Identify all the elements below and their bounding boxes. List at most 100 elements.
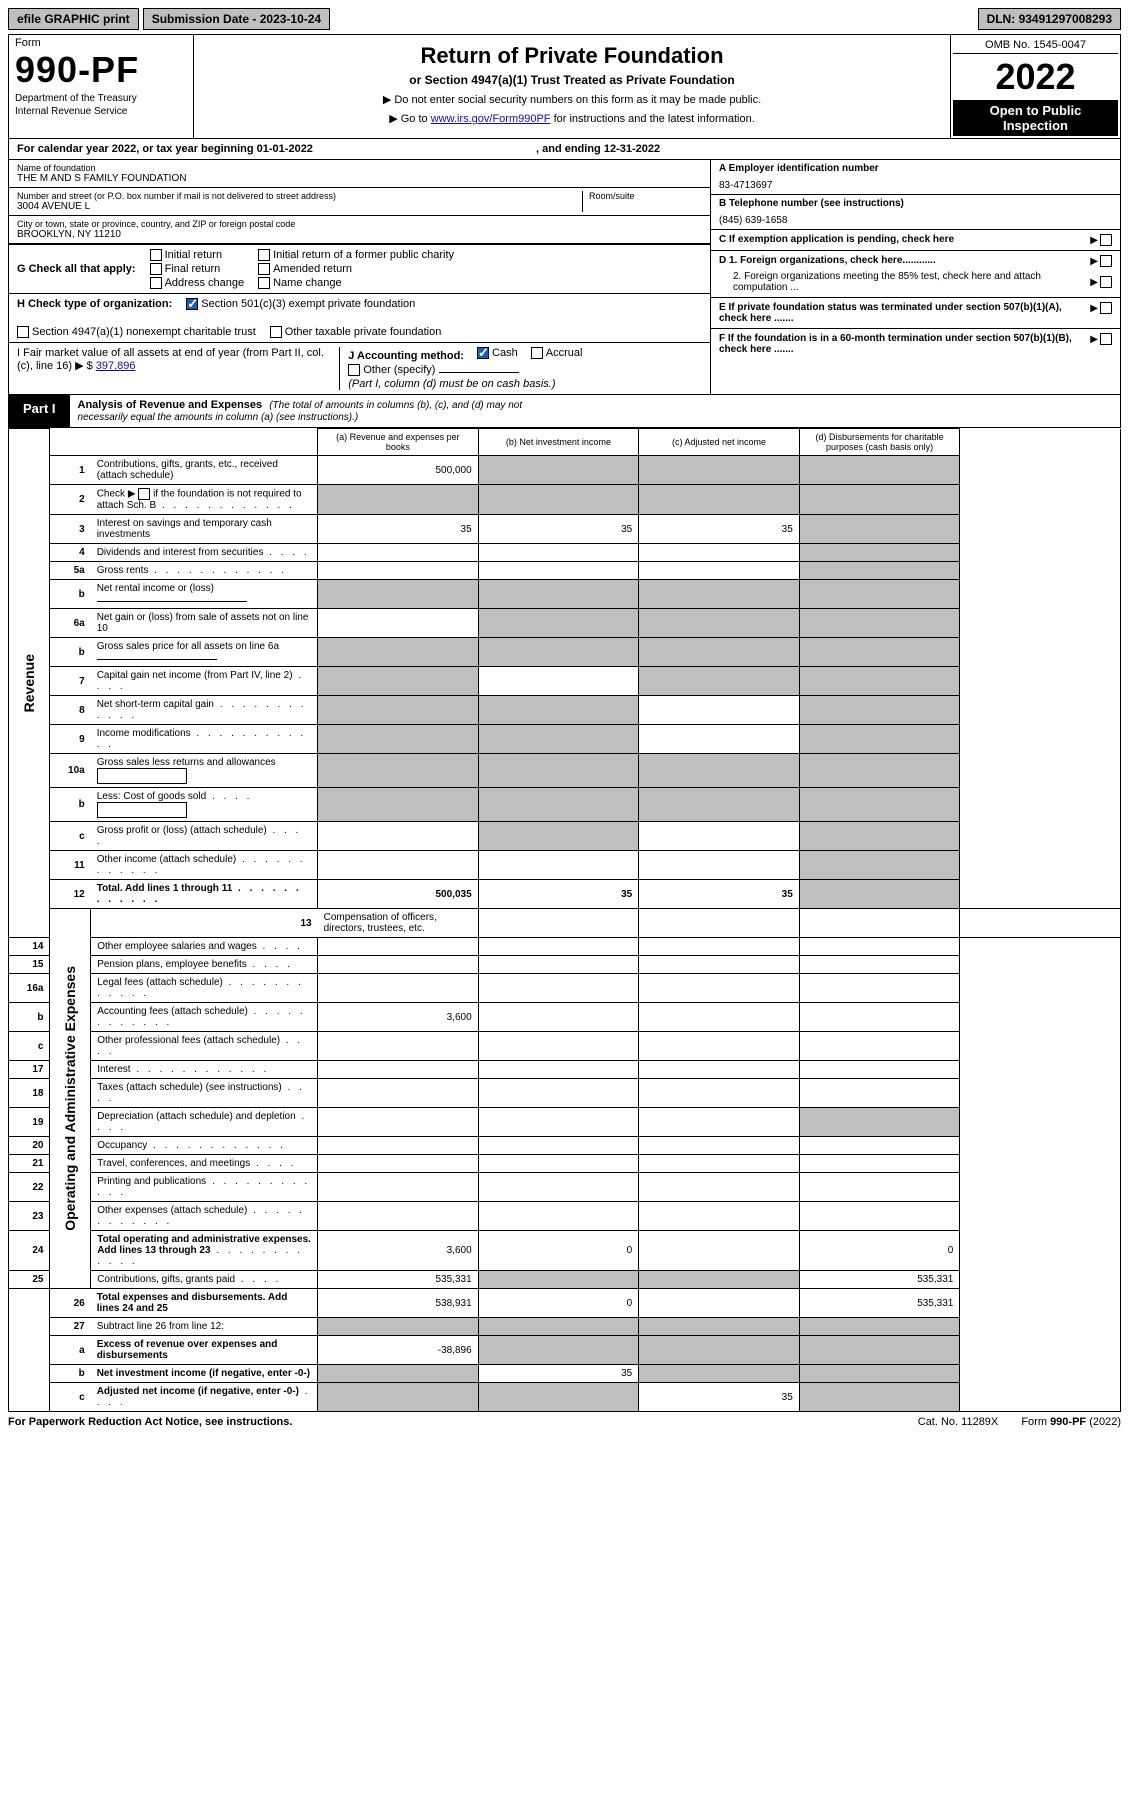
line-val-b: 0: [478, 1289, 639, 1318]
checkbox-c[interactable]: [1100, 234, 1112, 246]
cell-shaded: [639, 638, 800, 667]
checkbox-e[interactable]: [1100, 302, 1112, 314]
fmv-value-link[interactable]: 397,896: [96, 360, 136, 372]
line-val-a: 500,000: [318, 456, 479, 485]
section-h-row: H Check type of organization: Section 50…: [9, 293, 710, 342]
cell-shaded: [478, 754, 639, 788]
line-val-a: [318, 974, 479, 1003]
checkbox-d2[interactable]: [1100, 276, 1112, 288]
line-no: 26: [50, 1289, 91, 1318]
checkbox-sch-b[interactable]: [138, 488, 150, 500]
checkbox-f[interactable]: [1100, 333, 1112, 345]
line-val-c: [639, 1289, 800, 1318]
cell-shaded: [478, 1383, 639, 1412]
cell-shaded: [639, 580, 800, 609]
g-initial-label: Initial return: [165, 249, 222, 261]
cell-shaded: [639, 1336, 800, 1365]
line-desc: Dividends and interest from securities: [91, 544, 318, 562]
j-other-label: Other (specify): [363, 364, 435, 376]
ein-label: A Employer identification number: [719, 163, 879, 174]
line-val-a: [318, 956, 479, 974]
cell-shaded: [799, 1365, 960, 1383]
line-val-d: [799, 1061, 960, 1079]
line-no: 6a: [50, 609, 91, 638]
line-val-b: 35: [478, 515, 639, 544]
line-val-b: [478, 1003, 639, 1032]
line-val-c: [639, 1061, 800, 1079]
checkbox-501c3[interactable]: [186, 298, 198, 310]
open-public-badge: Open to Public Inspection: [953, 100, 1118, 136]
checkbox-initial-return[interactable]: [150, 249, 162, 261]
line-val-c: [639, 1155, 800, 1173]
line-desc: Adjusted net income (if negative, enter …: [91, 1383, 318, 1412]
checkbox-final-return[interactable]: [150, 263, 162, 275]
checkbox-accrual[interactable]: [531, 347, 543, 359]
line-desc: Other income (attach schedule): [91, 851, 318, 880]
table-row: 22Printing and publications: [9, 1173, 1121, 1202]
line-val-c: [639, 1137, 800, 1155]
line-desc: Depreciation (attach schedule) and deple…: [91, 1108, 318, 1137]
line-desc: Net rental income or (loss): [91, 580, 318, 609]
checkbox-other-method[interactable]: [348, 364, 360, 376]
line-val-b: [478, 667, 639, 696]
part1-table: Revenue (a) Revenue and expenses per boo…: [8, 428, 1121, 1412]
cell-shaded: [799, 562, 960, 580]
checkbox-other-taxable[interactable]: [270, 326, 282, 338]
cell-shaded: [639, 456, 800, 485]
checkbox-d1[interactable]: [1100, 255, 1112, 267]
form-label: Form: [15, 37, 187, 49]
line-val-a: [318, 1137, 479, 1155]
cell-shaded: [639, 667, 800, 696]
line-val-c: [639, 725, 800, 754]
checkbox-name-change[interactable]: [258, 277, 270, 289]
table-row: cAdjusted net income (if negative, enter…: [9, 1383, 1121, 1412]
checkbox-initial-former[interactable]: [258, 249, 270, 261]
submission-date-box: Submission Date - 2023-10-24: [143, 8, 330, 30]
form-title-cell: Return of Private Foundation or Section …: [194, 35, 951, 139]
table-row: 27Subtract line 26 from line 12:: [9, 1318, 1121, 1336]
line-val-b: [478, 544, 639, 562]
irs-form-link[interactable]: www.irs.gov/Form990PF: [431, 113, 551, 125]
line-val-a: 538,931: [318, 1289, 479, 1318]
line-val-d: [799, 1155, 960, 1173]
line-val-d: [799, 1173, 960, 1202]
phone-value: (845) 639-1658: [719, 215, 1112, 226]
foundation-name: THE M AND S FAMILY FOUNDATION: [17, 173, 702, 184]
dept-treasury: Department of the Treasury: [15, 93, 187, 104]
cell-shaded: [478, 609, 639, 638]
line-val-b: [478, 956, 639, 974]
dln-value: 93491297008293: [1019, 12, 1112, 26]
line-val-b: [478, 974, 639, 1003]
cell-shaded: [478, 1318, 639, 1336]
table-row: 5aGross rents: [9, 562, 1121, 580]
line-val-b: 0: [478, 1231, 639, 1271]
table-row: aExcess of revenue over expenses and dis…: [9, 1336, 1121, 1365]
line-val-c: [639, 822, 800, 851]
cell-shaded: [478, 788, 639, 822]
line-desc: Less: Cost of goods sold: [91, 788, 318, 822]
checkbox-4947[interactable]: [17, 326, 29, 338]
efile-print-button[interactable]: efile GRAPHIC print: [8, 8, 139, 30]
line-val-d: [799, 938, 960, 956]
cell-shaded: [318, 696, 479, 725]
revenue-vertical-label: Revenue: [9, 429, 50, 938]
i-label: I Fair market value of all assets at end…: [17, 347, 324, 372]
checkbox-cash[interactable]: [477, 347, 489, 359]
table-row: 19Depreciation (attach schedule) and dep…: [9, 1108, 1121, 1137]
line-no: 17: [9, 1061, 50, 1079]
line-val-a: [318, 562, 479, 580]
line-val-b: [478, 1173, 639, 1202]
cell-shaded: [799, 638, 960, 667]
table-header-row: Revenue (a) Revenue and expenses per boo…: [9, 429, 1121, 456]
line-no: 24: [9, 1231, 50, 1271]
line-val-d: 535,331: [799, 1271, 960, 1289]
checkbox-address-change[interactable]: [150, 277, 162, 289]
cell-shaded: [799, 725, 960, 754]
phone-box: B Telephone number (see instructions) (8…: [711, 195, 1120, 230]
cell-shaded: [318, 638, 479, 667]
col-b-header: (b) Net investment income: [478, 429, 639, 456]
line-desc: Total. Add lines 1 through 11: [91, 880, 318, 909]
section-ij-row: I Fair market value of all assets at end…: [9, 342, 710, 394]
ein-box: A Employer identification number 83-4713…: [711, 160, 1120, 195]
checkbox-amended-return[interactable]: [258, 263, 270, 275]
